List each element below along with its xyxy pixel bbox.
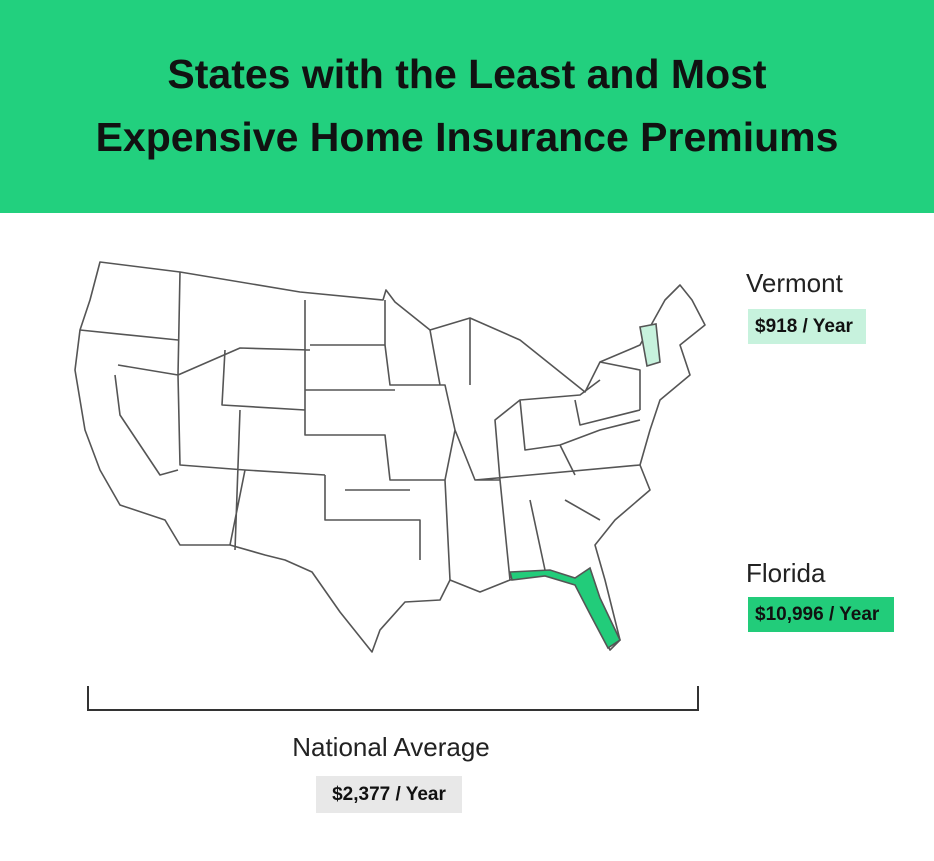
vermont-shape: [639, 323, 661, 368]
state-name: Vermont: [746, 268, 844, 298]
badge: [316, 776, 462, 813]
badge: [748, 309, 866, 344]
bracket: [87, 686, 699, 711]
premium: $10,996 / Year: [755, 604, 880, 625]
premium: $2,377 / Year: [332, 784, 446, 805]
state-name: Florida: [746, 558, 826, 588]
badge: [748, 597, 894, 632]
header-band: [0, 0, 934, 213]
national-label: National Average: [292, 732, 490, 762]
premium: $918 / Year: [755, 316, 854, 337]
us-map: [74, 261, 706, 653]
title-line: Expensive Home Insurance Premiums: [96, 114, 839, 160]
us-outline: [74, 261, 706, 653]
title-line: States with the Least and Most: [167, 51, 766, 97]
state-borders: [79, 271, 641, 581]
florida-shape: [508, 566, 622, 650]
